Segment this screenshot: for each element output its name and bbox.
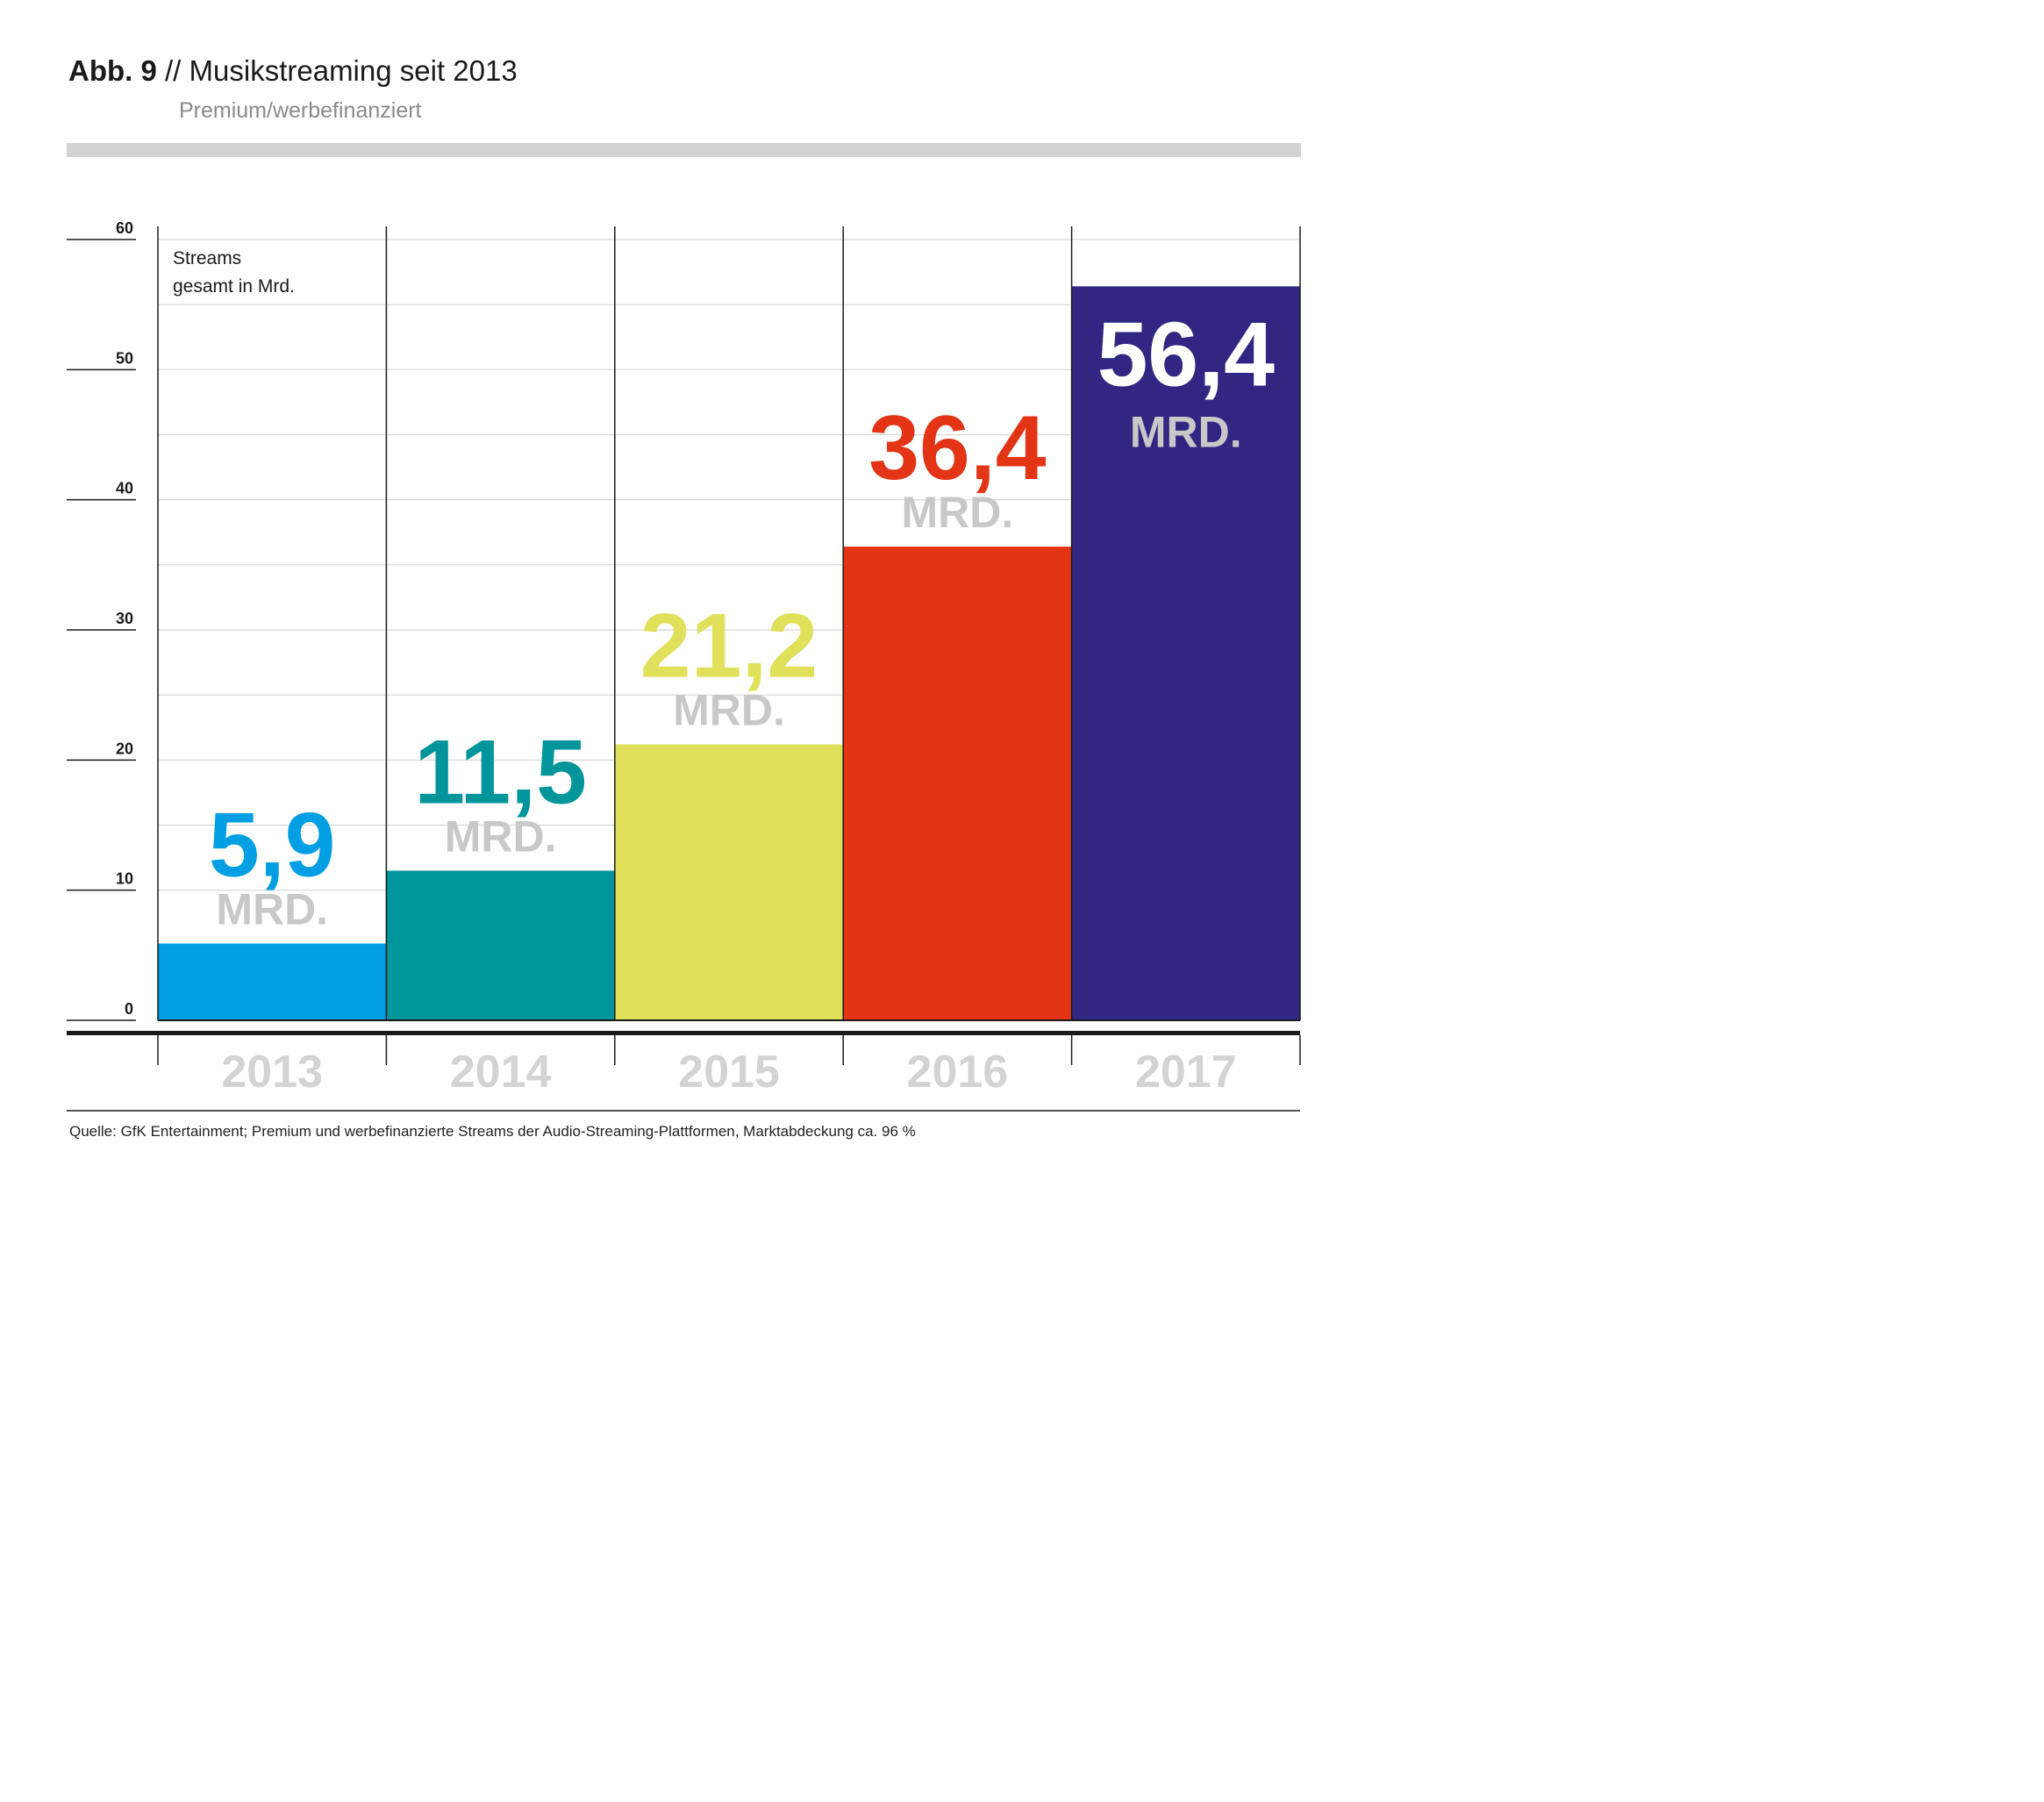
figure-label: Abb. 9 [68, 54, 157, 87]
y-tick-label: 60 [116, 219, 133, 237]
bar-layer [158, 286, 1300, 1020]
data-label-2014: 11,5 [414, 721, 587, 823]
bar-2016 [843, 547, 1072, 1020]
bar-2015 [614, 744, 844, 1020]
y-tick-label: 0 [125, 1000, 133, 1018]
unit-label-2016: MRD. [902, 488, 1014, 537]
unit-label-2014: MRD. [445, 812, 557, 861]
y-axis-label-line2: gesamt in Mrd. [173, 276, 295, 297]
divider-layer [157, 226, 1301, 1020]
axis-layer: 0 10 20 30 40 50 60 [67, 219, 1301, 1112]
unit-label-2013: MRD. [216, 884, 328, 933]
title-text: Musikstreaming seit 2013 [189, 54, 518, 87]
chart-title: Abb. 9 // Musikstreaming seit 2013 [68, 54, 518, 88]
title-separator: // [156, 54, 189, 87]
unit-label-2015: MRD. [673, 686, 785, 735]
x-tick-label-2017: 2017 [1135, 1047, 1237, 1098]
data-label-2017: 56,4 [1097, 304, 1276, 405]
x-tick-label-2014: 2014 [450, 1047, 552, 1098]
data-label-2015: 21,2 [640, 596, 818, 697]
y-axis-label-line1: Streams [173, 248, 241, 268]
x-tick-label-2016: 2016 [907, 1047, 1009, 1098]
chart-subtitle: Premium/werbefinanziert [179, 98, 422, 123]
x-axis-rule [67, 1031, 1300, 1035]
x-tick-label-2013: 2013 [221, 1047, 323, 1098]
y-tick-label: 10 [116, 870, 133, 888]
y-tick-label: 30 [116, 610, 133, 627]
label-layer: 2013 2014 2015 2016 20175,9MRD.11,5MRD.21,2M… [209, 304, 1275, 1098]
data-label-2013: 5,9 [209, 794, 336, 896]
y-tick-label: 40 [116, 480, 133, 497]
y-tick-label: 50 [116, 349, 133, 367]
unit-label-2017: MRD. [1130, 407, 1242, 456]
title-divider-band [67, 143, 1301, 157]
bar-2013 [158, 943, 387, 1020]
data-label-2016: 36,4 [868, 397, 1047, 499]
bar-2014 [386, 870, 615, 1020]
chart-root: Abb. 9 // Musikstreaming seit 2013 Premi… [0, 0, 1361, 1204]
bar-2017 [1071, 286, 1300, 1020]
source-note: Quelle: GfK Entertainment; Premium und w… [69, 1123, 916, 1140]
y-tick-label: 20 [116, 740, 133, 757]
x-tick-label-2015: 2015 [678, 1047, 780, 1098]
